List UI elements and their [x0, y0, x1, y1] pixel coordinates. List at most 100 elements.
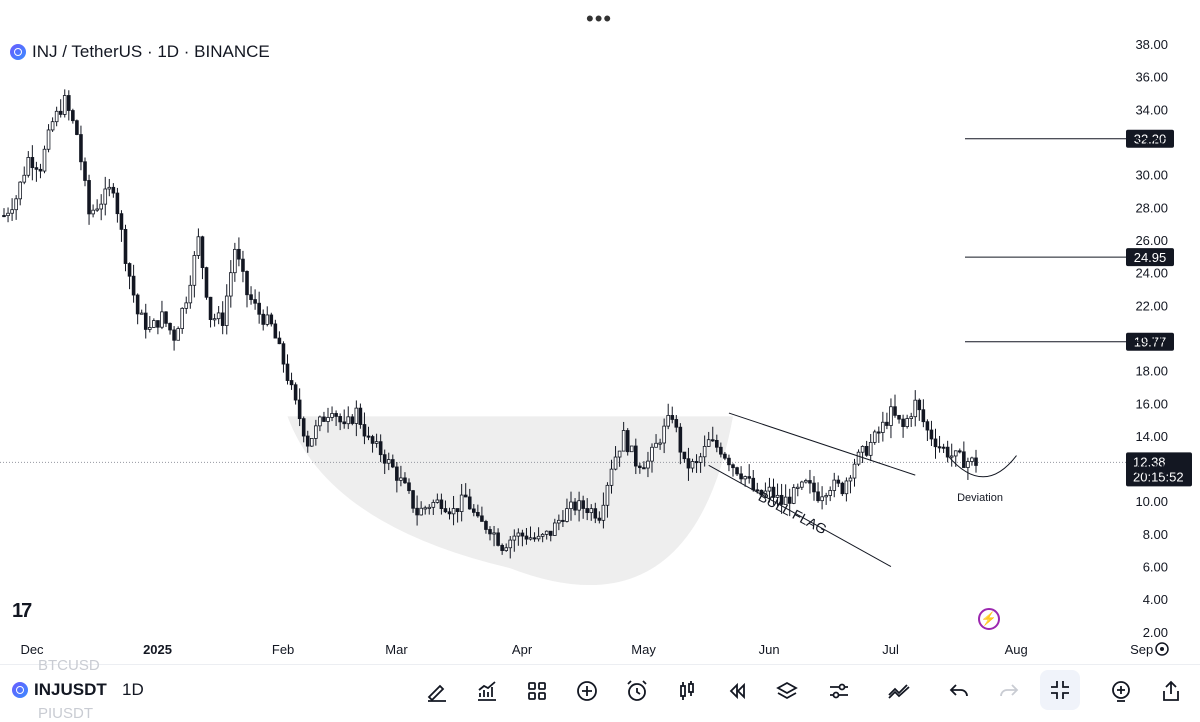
candle-body: [212, 318, 217, 321]
more-options-icon[interactable]: •••: [586, 6, 613, 31]
candle-body: [411, 490, 415, 509]
candle-body: [719, 446, 723, 455]
candle-body: [573, 501, 577, 511]
candle-body: [646, 460, 650, 469]
candle-body: [970, 457, 974, 462]
candle-body: [775, 494, 780, 498]
x-axis-tick: Aug: [1005, 642, 1028, 657]
compare-icon[interactable]: [884, 678, 914, 704]
candle-body: [536, 535, 541, 540]
interval-selector[interactable]: 1D: [122, 680, 144, 699]
candle-body: [958, 450, 962, 453]
candle-body: [135, 294, 140, 315]
candle-body: [715, 440, 719, 448]
candle-body: [735, 467, 739, 475]
candle-body: [119, 213, 124, 230]
candle-body: [877, 431, 881, 434]
candle-body: [431, 501, 436, 508]
candle-body: [500, 544, 504, 551]
candle-body: [512, 535, 517, 541]
candle-body: [447, 511, 452, 515]
candle-body: [516, 532, 521, 537]
candle-body: [848, 477, 853, 482]
price-level-label: 32.20: [1134, 132, 1167, 147]
add-alert-icon[interactable]: [1106, 678, 1136, 704]
candle-body: [860, 445, 865, 453]
candle-body: [682, 451, 687, 460]
layers-icon[interactable]: [772, 678, 802, 704]
candle-body: [257, 302, 261, 315]
candle-body: [565, 508, 569, 522]
candle-body: [597, 517, 602, 521]
candle-body: [528, 537, 533, 540]
candle-body: [30, 157, 35, 169]
candle-body: [739, 473, 743, 480]
candle-body: [508, 539, 513, 549]
candle-body: [771, 486, 776, 498]
candle-body: [216, 312, 221, 320]
candle-body: [50, 121, 55, 131]
chart-legend[interactable]: INJ / TetherUS · 1D · BINANCE: [10, 42, 270, 62]
brush-icon[interactable]: [422, 678, 452, 704]
replay-icon[interactable]: [722, 678, 752, 704]
candle-body: [698, 456, 703, 463]
settings-sliders-icon[interactable]: [824, 678, 854, 704]
layout-grid-icon[interactable]: [522, 678, 552, 704]
candle-body: [949, 455, 954, 458]
candle-body: [71, 110, 75, 122]
candle-body: [662, 425, 666, 444]
candle-body: [820, 496, 824, 502]
candle-body: [804, 480, 808, 483]
price-level-tag: [1126, 332, 1174, 351]
candle-body: [796, 486, 800, 489]
candle-body: [62, 95, 67, 115]
redo-icon[interactable]: [994, 678, 1024, 704]
candle-body: [168, 322, 172, 331]
candle-body: [358, 407, 363, 425]
candle-body: [326, 417, 330, 422]
price-level-label: 19.77: [1134, 335, 1167, 350]
undo-icon[interactable]: [944, 678, 974, 704]
candle-body: [196, 236, 201, 256]
candle-body: [577, 500, 581, 511]
candle-body: [386, 459, 391, 464]
candle-body: [18, 181, 22, 200]
symbol-selector[interactable]: INJUSDT: [12, 680, 107, 700]
candle-body: [492, 532, 496, 535]
x-axis-tick: Feb: [272, 642, 294, 657]
candle-body: [152, 320, 156, 328]
candle-body: [10, 209, 14, 214]
share-icon[interactable]: [1156, 678, 1186, 704]
candle-body: [496, 532, 500, 546]
y-axis-tick: 14.00: [1135, 429, 1168, 444]
candle-body: [832, 479, 837, 491]
alarm-icon[interactable]: [622, 678, 652, 704]
candle-body: [937, 446, 942, 449]
candle-body: [828, 490, 832, 496]
flash-icon[interactable]: ⚡: [978, 608, 1000, 630]
candle-body: [593, 508, 598, 519]
candle-body: [147, 327, 152, 330]
indicators-icon[interactable]: [472, 678, 502, 704]
candle-body: [901, 418, 905, 427]
candle-body: [241, 258, 245, 272]
candle-body: [123, 228, 128, 264]
candle-body: [674, 419, 679, 428]
axis-settings-icon: [1155, 642, 1169, 656]
bull-flag-lower-line: [708, 464, 892, 567]
current-price-label: 12.38: [1133, 454, 1166, 469]
candle-body: [314, 425, 318, 439]
candles-icon[interactable]: [672, 678, 702, 704]
candle-body: [237, 248, 241, 260]
candle-body: [953, 450, 958, 457]
deviation-label: Deviation: [957, 492, 1003, 504]
add-circle-icon[interactable]: [572, 678, 602, 704]
fullscreen-exit-icon[interactable]: [1040, 670, 1080, 710]
candle-body: [905, 418, 909, 427]
candle-body: [415, 507, 419, 516]
candle-body: [889, 406, 893, 426]
candle-body: [83, 161, 87, 181]
candle-body: [346, 416, 351, 425]
candle-body: [54, 110, 59, 123]
